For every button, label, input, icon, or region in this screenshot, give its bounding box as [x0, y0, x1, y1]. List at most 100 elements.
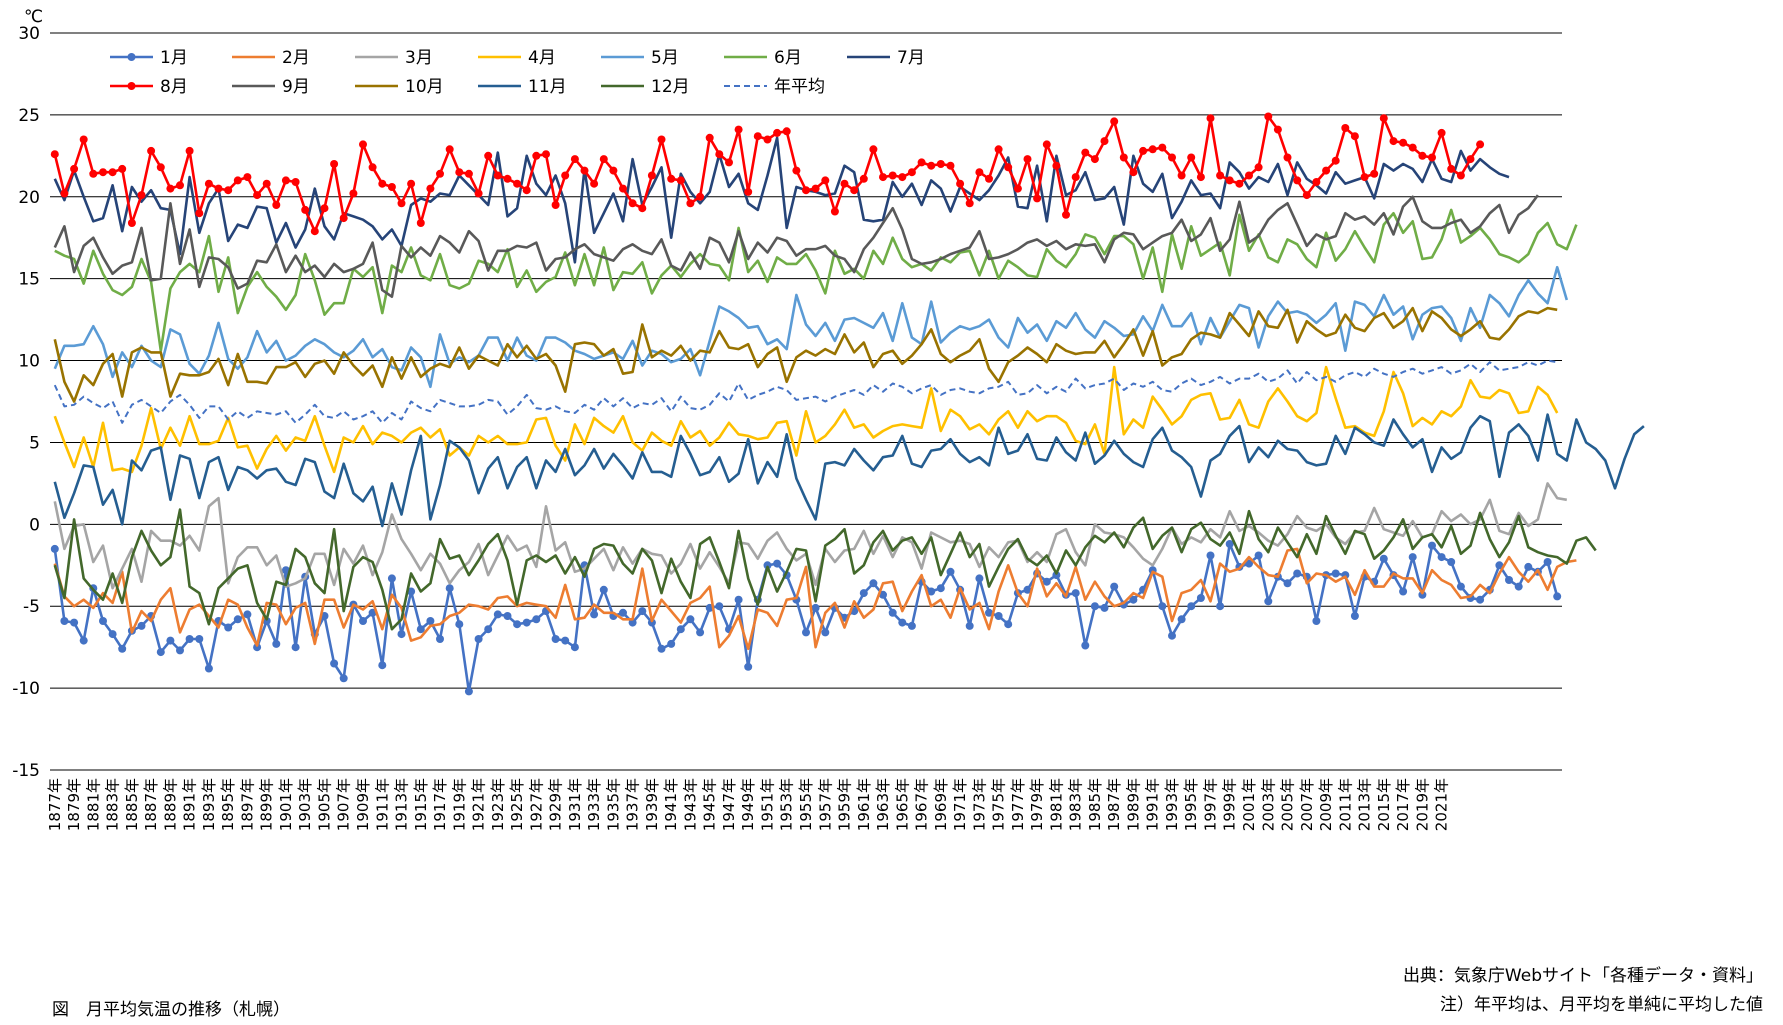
data-point [551, 201, 560, 209]
data-point [927, 161, 936, 170]
data-point [407, 587, 416, 596]
data-point [811, 184, 820, 193]
legend-label: 年平均 [774, 77, 825, 97]
data-point [763, 135, 772, 144]
legend-label: 1月 [160, 48, 188, 68]
data-point [840, 179, 849, 188]
data-point [676, 176, 685, 185]
data-point [599, 585, 608, 594]
data-point [985, 174, 993, 183]
y-tick-label: -15 [12, 761, 40, 781]
data-point [1495, 561, 1504, 570]
data-point [262, 617, 271, 625]
data-point [503, 612, 512, 620]
y-tick-label: 30 [18, 24, 40, 44]
data-point [1264, 597, 1273, 606]
data-point [1187, 602, 1196, 611]
data-point [946, 161, 955, 170]
data-point [166, 184, 175, 193]
data-point [946, 567, 955, 576]
data-point [1187, 153, 1196, 162]
x-tick-label: 1893年 [200, 778, 218, 831]
x-tick-label: 2003年 [1259, 778, 1277, 831]
data-point [532, 615, 541, 624]
data-point [291, 643, 300, 652]
data-point [1428, 153, 1436, 162]
x-tick-label: 1961年 [855, 778, 873, 831]
data-point [1023, 585, 1032, 594]
data-point [1341, 124, 1350, 132]
data-point [1476, 595, 1485, 604]
data-point [1119, 153, 1128, 162]
data-point [1418, 151, 1427, 160]
x-tick-label: 1993年 [1163, 778, 1181, 831]
x-tick-label: 2001年 [1240, 778, 1258, 831]
x-tick-label: 1953年 [778, 778, 796, 831]
data-point [99, 168, 107, 177]
data-point [378, 661, 387, 670]
data-point [1447, 164, 1456, 173]
series-line-8 [53, 194, 1539, 299]
data-point [291, 178, 300, 186]
x-tick-label: 1941年 [662, 778, 680, 831]
data-point [705, 133, 714, 142]
x-tick-label: 1883年 [104, 778, 122, 831]
x-tick-label: 1909年 [354, 778, 372, 831]
data-point [1283, 153, 1292, 162]
data-point [1158, 602, 1167, 611]
y-tick-label: 0 [29, 515, 40, 535]
series-line-10 [53, 413, 1645, 528]
data-point [1177, 171, 1186, 180]
data-point [859, 174, 868, 183]
data-point [686, 615, 695, 624]
data-point [1129, 168, 1138, 177]
data-point [253, 643, 262, 652]
data-point [1254, 551, 1263, 560]
data-point [1196, 173, 1205, 182]
data-point [301, 205, 310, 214]
data-point [879, 590, 887, 599]
data-point [599, 155, 608, 164]
data-point [50, 150, 59, 159]
x-tick-label: 1963年 [874, 778, 892, 831]
data-point [1081, 148, 1090, 157]
data-point [994, 145, 1003, 154]
data-point [243, 173, 252, 182]
x-tick-label: 1995年 [1182, 778, 1200, 831]
x-tick-label: 1949年 [739, 778, 757, 831]
data-point [1399, 138, 1408, 147]
x-tick-label: 1997年 [1202, 778, 1220, 831]
data-point [753, 132, 762, 141]
data-point [1273, 125, 1282, 134]
data-point [676, 625, 685, 634]
data-point [570, 643, 579, 652]
series-line-3 [53, 365, 1559, 474]
data-point [1052, 571, 1061, 580]
x-tick-label: 1945年 [701, 778, 719, 831]
data-point [464, 169, 473, 178]
data-point [879, 173, 887, 182]
data-point [638, 607, 647, 616]
data-point [888, 171, 897, 180]
data-point [339, 674, 348, 683]
data-point [137, 621, 146, 630]
x-tick-label: 1971年 [951, 778, 969, 831]
data-point [888, 608, 897, 617]
x-tick-label: 1939年 [643, 778, 661, 831]
data-point [1379, 114, 1388, 123]
data-point [1283, 579, 1292, 588]
data-point [522, 186, 531, 195]
x-tick-label: 1907年 [335, 778, 353, 831]
data-point [802, 628, 810, 637]
data-point [965, 621, 974, 630]
x-tick-label: 1937年 [624, 778, 642, 831]
data-point [233, 615, 242, 624]
data-point [1322, 166, 1331, 175]
data-point [1158, 143, 1167, 152]
x-tick-label: 2007年 [1298, 778, 1316, 831]
data-point [464, 687, 473, 696]
data-point [484, 151, 493, 160]
data-point [850, 186, 859, 195]
data-point [1408, 553, 1417, 562]
data-point [994, 612, 1003, 620]
